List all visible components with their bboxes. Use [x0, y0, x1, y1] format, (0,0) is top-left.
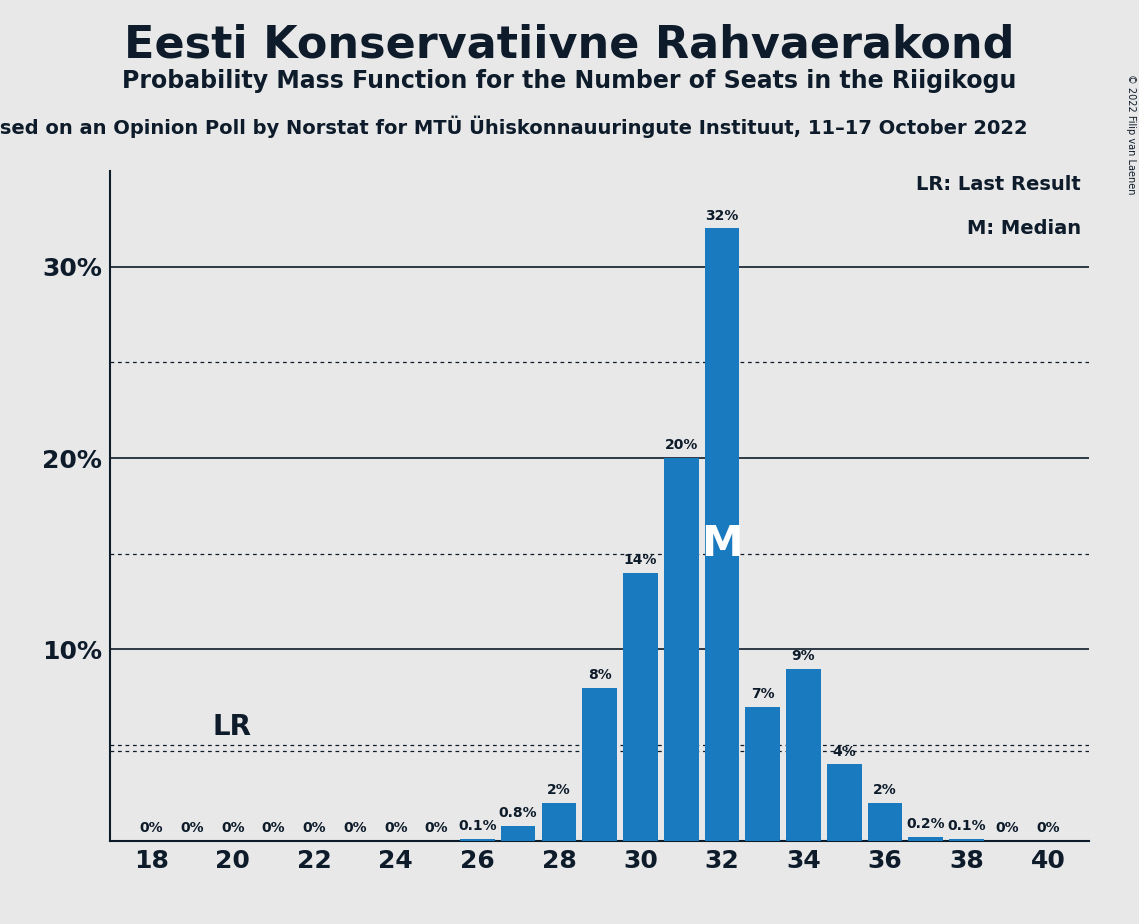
Text: 9%: 9%	[792, 649, 816, 663]
Bar	[827, 764, 861, 841]
Bar	[745, 707, 780, 841]
Text: LR: LR	[212, 713, 252, 741]
Text: 0%: 0%	[1036, 821, 1060, 835]
Text: 0%: 0%	[384, 821, 408, 835]
Text: 0%: 0%	[139, 821, 163, 835]
Text: 0%: 0%	[180, 821, 204, 835]
Text: 0%: 0%	[303, 821, 326, 835]
Bar	[868, 803, 902, 841]
Bar	[623, 573, 658, 841]
Text: 0.1%: 0.1%	[458, 820, 497, 833]
Bar	[664, 458, 698, 841]
Text: 0.2%: 0.2%	[907, 817, 945, 832]
Text: 0%: 0%	[995, 821, 1019, 835]
Text: 0.1%: 0.1%	[948, 820, 986, 833]
Text: 2%: 2%	[874, 783, 896, 796]
Text: © 2022 Filip van Laenen: © 2022 Filip van Laenen	[1126, 74, 1136, 194]
Text: 14%: 14%	[624, 553, 657, 567]
Text: LR: Last Result: LR: Last Result	[916, 175, 1081, 194]
Text: Eesti Konservatiivne Rahvaerakond: Eesti Konservatiivne Rahvaerakond	[124, 23, 1015, 67]
Text: M: M	[702, 523, 743, 565]
Text: 0.8%: 0.8%	[499, 806, 538, 820]
Text: 0%: 0%	[343, 821, 367, 835]
Text: 20%: 20%	[664, 438, 698, 453]
Bar	[786, 669, 821, 841]
Text: 0%: 0%	[425, 821, 449, 835]
Text: M: Median: M: Median	[967, 219, 1081, 237]
Bar	[582, 687, 617, 841]
Text: 7%: 7%	[751, 687, 775, 701]
Text: 0%: 0%	[221, 821, 245, 835]
Bar	[909, 837, 943, 841]
Bar	[501, 825, 535, 841]
Text: 2%: 2%	[547, 783, 571, 796]
Bar	[705, 228, 739, 841]
Text: 4%: 4%	[833, 745, 857, 759]
Bar	[460, 839, 494, 841]
Bar	[949, 839, 984, 841]
Text: 0%: 0%	[262, 821, 286, 835]
Text: Probability Mass Function for the Number of Seats in the Riigikogu: Probability Mass Function for the Number…	[122, 69, 1017, 93]
Text: 8%: 8%	[588, 668, 612, 682]
Text: 32%: 32%	[705, 209, 739, 223]
Text: Based on an Opinion Poll by Norstat for MTÜ Ühiskonnauuringute Instituut, 11–17 : Based on an Opinion Poll by Norstat for …	[0, 116, 1027, 138]
Bar	[541, 803, 576, 841]
